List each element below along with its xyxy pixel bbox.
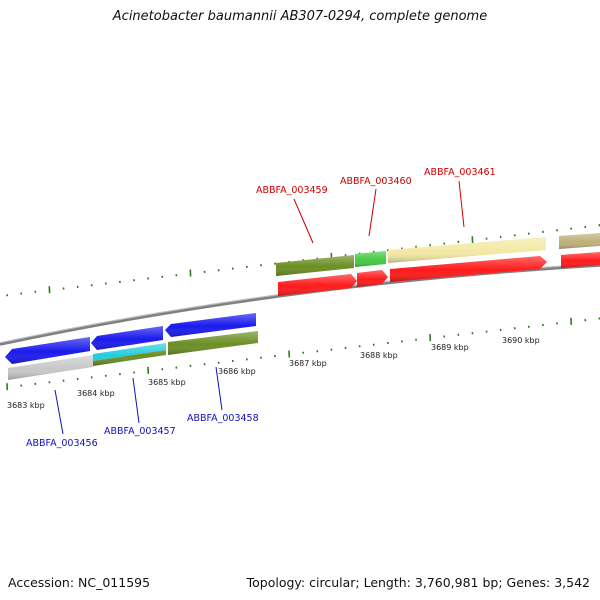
gene-track-red <box>278 252 600 296</box>
leader-ABBFA_003457 <box>132 377 140 424</box>
leader-lines <box>54 180 465 435</box>
gene-track-blue <box>5 313 256 364</box>
leader-ABBFA_003456 <box>54 389 64 435</box>
gene-track-lower-colors <box>8 331 258 380</box>
gene-label-ABBFA_003460[interactable]: ABBFA_003460 <box>340 176 412 187</box>
leader-ABBFA_003461 <box>458 180 465 228</box>
leader-ABBFA_003459 <box>293 198 314 244</box>
genome-info-text: Topology: circular; Length: 3,760,981 bp… <box>246 575 590 590</box>
tick-label-3687: 3687 kbp <box>289 359 327 368</box>
genome-backbone <box>0 263 600 346</box>
accession-text: Accession: NC_011595 <box>8 575 151 590</box>
gene-label-ABBFA_003456[interactable]: ABBFA_003456 <box>26 438 98 449</box>
genome-backbone-highlight <box>0 263 600 344</box>
tick-label-3688: 3688 kbp <box>360 351 398 360</box>
gene-label-ABBFA_003459[interactable]: ABBFA_003459 <box>256 185 328 196</box>
gene-label-ABBFA_003461[interactable]: ABBFA_003461 <box>424 167 496 178</box>
tick-label-3686: 3686 kbp <box>218 367 256 376</box>
lower-tick-row <box>6 317 600 391</box>
genome-title: Acinetobacter baumannii AB307-0294, comp… <box>112 9 488 24</box>
leader-ABBFA_003458 <box>215 366 223 411</box>
tick-label-3684: 3684 kbp <box>77 389 115 398</box>
gene-track-upper-colors <box>276 233 600 276</box>
gene-label-ABBFA_003458[interactable]: ABBFA_003458 <box>187 413 259 424</box>
tick-label-3683: 3683 kbp <box>7 401 45 410</box>
tick-label-3685: 3685 kbp <box>148 378 186 387</box>
leader-ABBFA_003460 <box>368 188 377 237</box>
gene-label-ABBFA_003457[interactable]: ABBFA_003457 <box>104 426 176 437</box>
tick-label-3689: 3689 kbp <box>431 343 469 352</box>
tick-label-3690: 3690 kbp <box>502 336 540 345</box>
